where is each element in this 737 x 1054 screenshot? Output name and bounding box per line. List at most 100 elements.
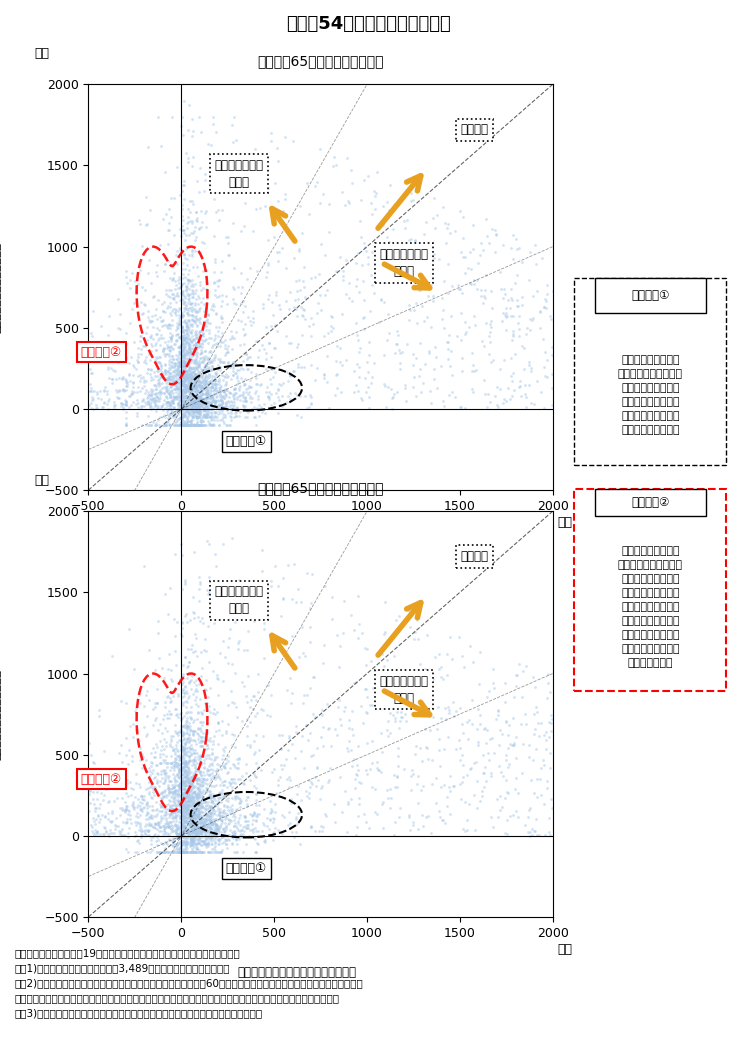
Point	[173, 343, 185, 359]
Point	[480, 281, 492, 298]
Point	[202, 307, 214, 324]
Point	[175, 837, 187, 854]
Point	[216, 757, 228, 774]
Point	[182, 371, 194, 388]
Point	[187, 367, 199, 384]
Point	[180, 705, 192, 722]
Point	[113, 382, 125, 398]
Point	[207, 802, 219, 819]
Point	[113, 389, 125, 406]
Point	[326, 308, 338, 325]
Point	[187, 416, 199, 433]
Point	[197, 660, 209, 677]
Point	[178, 357, 189, 374]
Point	[253, 836, 265, 853]
Point	[218, 401, 230, 417]
Point	[240, 687, 251, 704]
Point	[186, 820, 198, 837]
Point	[364, 760, 376, 777]
Point	[176, 333, 188, 350]
Point	[225, 407, 237, 424]
Point	[147, 393, 159, 410]
Point	[175, 756, 187, 773]
Point	[167, 272, 178, 289]
Point	[199, 376, 211, 393]
Point	[486, 312, 497, 329]
Point	[178, 804, 189, 821]
Point	[172, 353, 184, 370]
Point	[161, 818, 173, 835]
Point	[145, 806, 157, 823]
Point	[203, 767, 214, 784]
Point	[189, 794, 201, 811]
Point	[172, 685, 184, 702]
Point	[511, 749, 523, 766]
Point	[142, 393, 153, 410]
Point	[455, 243, 467, 260]
Point	[410, 388, 422, 405]
Point	[161, 287, 173, 304]
Point	[284, 367, 296, 384]
Point	[176, 337, 188, 354]
Point	[210, 817, 222, 834]
Point	[195, 360, 207, 377]
Point	[186, 775, 198, 792]
Point	[417, 778, 429, 795]
Point	[224, 358, 236, 375]
Point	[179, 843, 191, 860]
Point	[154, 376, 166, 393]
Point	[102, 805, 113, 822]
Point	[287, 590, 298, 607]
Point	[431, 379, 443, 396]
Point	[175, 344, 186, 360]
Point	[189, 843, 201, 860]
Point	[177, 387, 189, 404]
Point	[196, 416, 208, 433]
Point	[206, 353, 217, 370]
Point	[201, 533, 213, 550]
Point	[178, 347, 189, 364]
Point	[197, 738, 209, 755]
Point	[195, 824, 206, 841]
Point	[259, 405, 271, 422]
Point	[380, 398, 391, 415]
Point	[178, 731, 190, 748]
Point	[195, 411, 206, 428]
Point	[290, 300, 302, 317]
Point	[206, 793, 218, 809]
Point	[498, 352, 510, 369]
Point	[172, 785, 184, 802]
Point	[272, 153, 284, 170]
Point	[212, 392, 223, 409]
Point	[195, 829, 206, 846]
Point	[305, 818, 317, 835]
Point	[186, 213, 198, 230]
Point	[525, 311, 537, 328]
Point	[209, 816, 220, 833]
Point	[522, 823, 534, 840]
Point	[190, 770, 202, 787]
Point	[149, 699, 161, 716]
Point	[203, 815, 215, 832]
Point	[223, 747, 234, 764]
Point	[250, 785, 262, 802]
Point	[182, 404, 194, 421]
Point	[95, 317, 107, 334]
Point	[178, 745, 190, 762]
Point	[172, 409, 184, 426]
Point	[202, 794, 214, 811]
Point	[198, 752, 210, 768]
Point	[116, 369, 128, 386]
Point	[145, 777, 157, 794]
Point	[186, 295, 198, 312]
Point	[209, 386, 221, 403]
Point	[176, 357, 188, 374]
Point	[197, 819, 209, 836]
Point	[177, 792, 189, 808]
Point	[209, 827, 221, 844]
Point	[184, 768, 196, 785]
Point	[172, 825, 184, 842]
Point	[192, 363, 203, 379]
Point	[167, 843, 179, 860]
Point	[218, 827, 230, 844]
